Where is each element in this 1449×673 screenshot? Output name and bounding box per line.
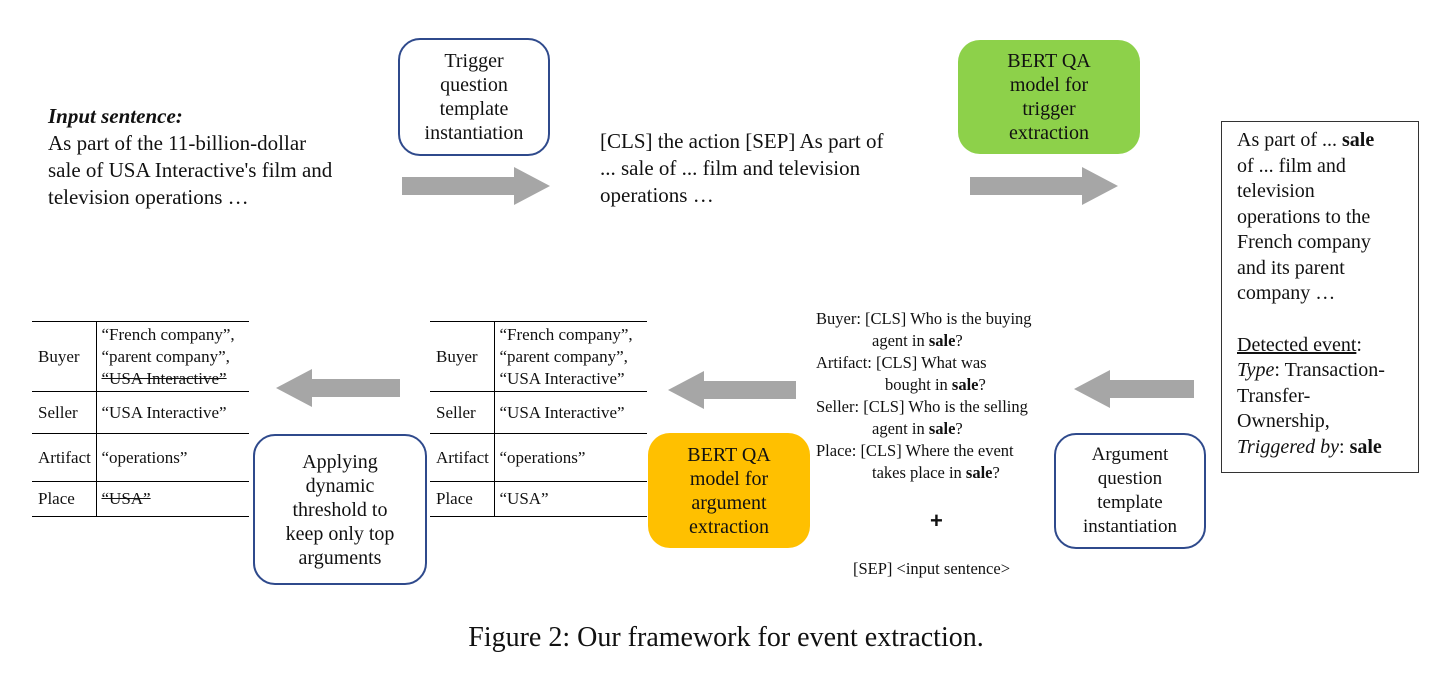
threshold-box: Applying dynamic threshold to keep only … (253, 434, 427, 585)
argument-table-candidates: Buyer “French company”, “parent company”… (430, 321, 647, 517)
box-line: model for (689, 467, 769, 490)
argument-template-box: Argument question template instantiation (1054, 433, 1206, 549)
question-artifact: Artifact: [CLS] What was (816, 353, 987, 372)
output-line: As part of ... sale (1237, 129, 1375, 151)
box-line: threshold to (292, 498, 388, 521)
input-sentence: Input sentence: As part of the 11-billio… (48, 103, 378, 211)
table-row: Seller “USA Interactive” (32, 391, 249, 434)
question-artifact-cont: bought in sale? (885, 375, 986, 394)
role-cell: Buyer (32, 321, 97, 392)
value-cell: “French company”, “parent company”, “USA… (96, 322, 249, 392)
plus-sign: + (930, 508, 943, 533)
box-line: arguments (298, 546, 382, 569)
box-line: Trigger (444, 50, 504, 72)
output-line: operations to the (1237, 205, 1371, 228)
table-row: Artifact “operations” (430, 433, 647, 482)
bert-trigger-box: BERT QA model for trigger extraction (958, 40, 1140, 154)
value-cell: “operations” (499, 447, 586, 467)
box-line: keep only top (285, 522, 395, 545)
query-line: operations … (600, 183, 714, 207)
question-seller: Seller: [CLS] Who is the selling (816, 397, 1028, 416)
output-box: As part of ... sale of ... film and tele… (1221, 121, 1419, 473)
box-line: model for (1009, 74, 1089, 96)
output-line: company … (1237, 282, 1336, 304)
question-seller-cont: agent in sale? (872, 419, 963, 438)
arrow-left-3 (1074, 370, 1194, 408)
question-buyer-cont: agent in sale? (872, 331, 963, 350)
box-line: trigger (1022, 98, 1076, 120)
box-line: Applying (302, 450, 378, 473)
role-cell: Seller (32, 391, 97, 434)
trigger-word: sale (1341, 129, 1375, 151)
table-row: Buyer “French company”, “parent company”… (32, 321, 249, 392)
role-cell: Seller (430, 391, 495, 434)
trigger-query: [CLS] the action [SEP] As part of ... sa… (600, 128, 930, 209)
box-line: question (440, 74, 508, 96)
box-line: BERT QA (687, 443, 771, 466)
arrow-left-5 (276, 369, 400, 407)
query-line: [CLS] the action [SEP] As part of (600, 129, 884, 153)
role-cell: Place (32, 481, 97, 517)
table-row: Place “USA” (430, 481, 647, 517)
output-line: and its parent (1237, 256, 1345, 279)
figure-caption: Figure 2: Our framework for event extrac… (468, 622, 984, 653)
role-cell: Artifact (430, 433, 495, 482)
event-type-cont: Transfer- (1237, 384, 1311, 407)
bert-argument-box: BERT QA model for argument extraction (648, 433, 810, 548)
question-place-cont: takes place in sale? (872, 463, 1000, 482)
value-cell: “USA Interactive” (499, 402, 625, 422)
box-line: argument (691, 491, 767, 514)
sep-input-line: [SEP] <input sentence> (853, 559, 1010, 578)
role-cell: Artifact (32, 433, 97, 482)
argument-questions: Buyer: [CLS] Who is the buying agent in … (816, 308, 1066, 484)
output-line: television (1237, 180, 1315, 202)
input-line: television operations … (48, 185, 249, 209)
box-line: question (1097, 468, 1163, 489)
box-line: dynamic (305, 474, 375, 497)
box-line: Argument (1091, 444, 1169, 465)
argument-table-final: Buyer “French company”, “parent company”… (32, 321, 249, 517)
table-row: Seller “USA Interactive” (430, 391, 647, 434)
trigger-template-box: Trigger question template instantiation (398, 38, 550, 156)
struck-value: “USA Interactive” (101, 368, 227, 388)
question-place: Place: [CLS] Where the event (816, 441, 1014, 460)
struck-value: “USA” (101, 489, 151, 508)
arrow-right-2 (970, 167, 1118, 205)
triggered-by: Triggered by: sale (1237, 435, 1382, 458)
input-line: sale of USA Interactive's film and (48, 158, 333, 182)
table-row: Buyer “French company”, “parent company”… (430, 321, 647, 392)
input-heading: Input sentence: (48, 104, 183, 128)
arrow-left-4 (668, 371, 796, 409)
box-line: template (1097, 492, 1163, 513)
output-line: French company (1237, 231, 1371, 253)
event-type-cont: Ownership, (1237, 410, 1330, 432)
event-type: Type: Transaction- (1237, 359, 1385, 381)
query-line: ... sale of ... film and television (600, 156, 861, 180)
output-line: of ... film and (1237, 154, 1346, 177)
box-line: extraction (689, 515, 769, 538)
value-cell: “French company”, “parent company”, “USA… (499, 324, 633, 388)
box-line: instantiation (424, 122, 524, 144)
table-row: Artifact “operations” (32, 433, 249, 482)
value-cell: “USA” (499, 489, 549, 508)
question-buyer: Buyer: [CLS] Who is the buying (816, 309, 1032, 328)
role-cell: Buyer (430, 321, 495, 392)
value-cell: “USA Interactive” (101, 402, 227, 422)
detected-event-label: Detected event: (1237, 333, 1362, 356)
box-line: template (439, 98, 509, 120)
box-line: instantiation (1083, 516, 1177, 537)
role-cell: Place (430, 481, 495, 517)
input-line: As part of the 11-billion-dollar (48, 131, 307, 155)
box-line: extraction (1009, 122, 1089, 144)
box-line: BERT QA (1007, 50, 1091, 72)
arrow-right-1 (402, 167, 550, 205)
table-row: Place “USA” (32, 481, 249, 517)
value-cell: “operations” (101, 447, 188, 467)
